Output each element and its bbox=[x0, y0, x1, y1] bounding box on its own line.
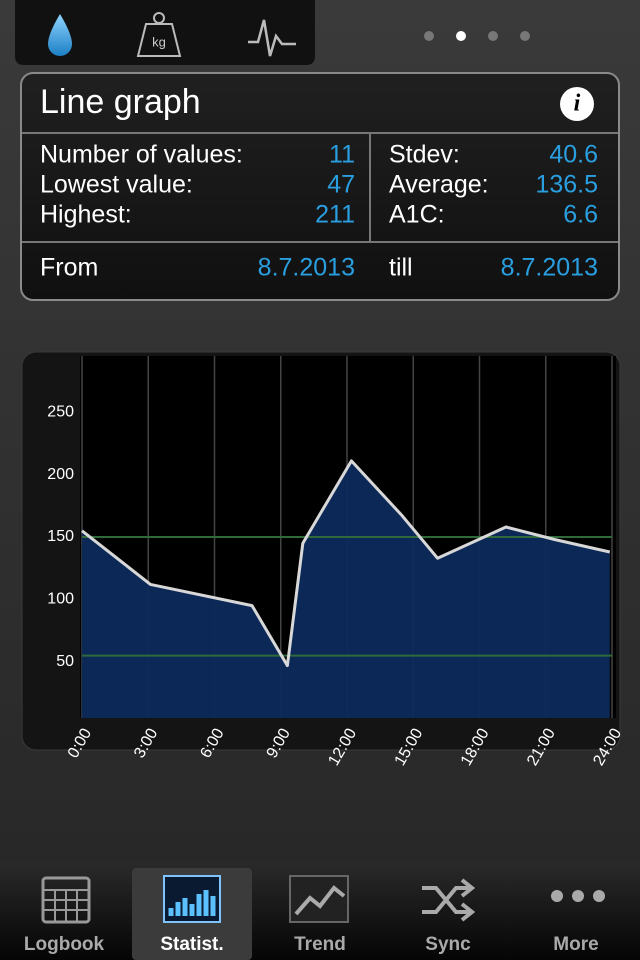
tab-label[interactable]: More bbox=[553, 934, 598, 955]
tab-label[interactable]: Sync bbox=[425, 934, 471, 955]
tab-label[interactable]: Trend bbox=[294, 934, 346, 955]
info-button[interactable]: i bbox=[560, 87, 594, 121]
tab-label[interactable]: Logbook bbox=[24, 934, 105, 955]
stat-value: 40.6 bbox=[549, 141, 598, 169]
weight-tab[interactable]: kg bbox=[136, 12, 182, 57]
weight-label: kg bbox=[152, 34, 166, 49]
stat-label: Stdev: bbox=[389, 141, 460, 169]
top-segment bbox=[15, 0, 315, 65]
area bbox=[82, 460, 610, 718]
y-tick-label: 50 bbox=[56, 653, 74, 670]
line bbox=[81, 459, 611, 668]
tab-label[interactable]: Statist. bbox=[160, 934, 223, 955]
page-dots bbox=[424, 31, 530, 41]
y-tick-label: 100 bbox=[47, 591, 74, 608]
till-date: 8.7.2013 bbox=[501, 254, 598, 282]
from-date: 8.7.2013 bbox=[258, 254, 355, 282]
glucose-tab[interactable] bbox=[48, 14, 72, 56]
stat-label: Number of values: bbox=[40, 141, 243, 169]
stat-value: 11 bbox=[329, 141, 355, 169]
pulse-tab[interactable] bbox=[248, 19, 296, 57]
stat-value: 136.5 bbox=[535, 171, 598, 199]
svg-text:i: i bbox=[574, 91, 581, 117]
stat-label: Lowest value: bbox=[40, 171, 193, 199]
from-label: From bbox=[40, 254, 98, 282]
stat-label: Highest: bbox=[40, 201, 132, 229]
y-tick-label: 150 bbox=[47, 528, 74, 545]
stat-value: 211 bbox=[315, 201, 355, 229]
stat-label: Average: bbox=[389, 171, 489, 199]
till-label: till bbox=[389, 254, 413, 282]
stat-value: 47 bbox=[327, 171, 355, 199]
stats-title: Line graph bbox=[40, 83, 201, 121]
stat-label: A1C: bbox=[389, 201, 445, 229]
tab-icons bbox=[41, 875, 605, 924]
y-tick-label: 250 bbox=[47, 403, 74, 420]
stats-panel bbox=[20, 72, 620, 301]
y-tick-label: 200 bbox=[47, 466, 74, 483]
stat-value: 6.6 bbox=[563, 201, 598, 229]
